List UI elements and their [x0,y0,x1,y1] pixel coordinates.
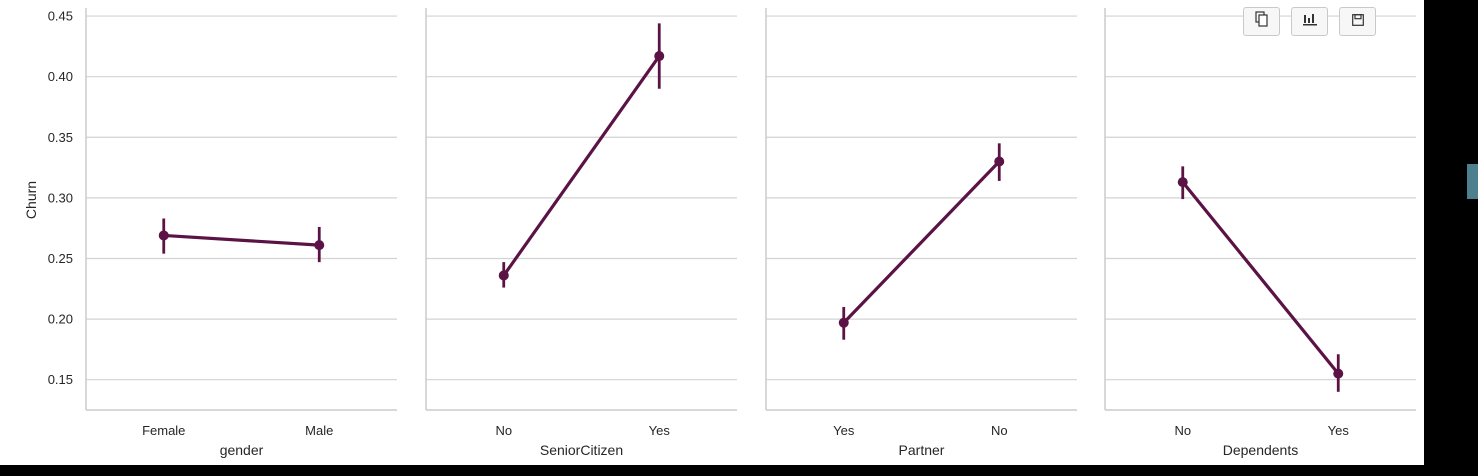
x-tick-label: Female [142,423,185,438]
data-point [314,240,325,251]
x-tick-label: Yes [833,423,855,438]
data-point [994,156,1005,167]
x-tick-label: No [495,423,512,438]
y-tick-label: 0.35 [48,130,73,145]
series-line [163,233,320,247]
y-tick-label: 0.30 [48,190,73,205]
y-tick-label: 0.45 [48,9,73,24]
data-point [1333,368,1344,379]
facet-point-chart: 0.15 0.20 0.25 0.30 0.35 0.40 0.45 Churn Female M… [23,8,1416,458]
data-point [838,317,849,328]
data-point [498,270,509,281]
data-point [158,230,169,241]
chart-button[interactable] [1291,7,1328,36]
y-tick-label: 0.20 [48,312,73,327]
y-tick-label: 0.15 [48,372,73,387]
y-tick-label: 0.25 [48,251,73,266]
x-tick-label: Male [305,423,333,438]
series-line [842,160,1001,324]
y-tick-label: 0.40 [48,69,73,84]
x-tick-label: Yes [1328,423,1350,438]
x-axis-label: SeniorCitizen [540,442,623,458]
x-tick-label: Yes [649,423,671,438]
x-tick-label: No [1174,423,1191,438]
side-panel-tab[interactable] [1467,164,1478,199]
bar-chart-icon [1302,12,1317,31]
series-line [502,55,661,277]
save-icon [1351,13,1364,31]
copy-button[interactable] [1243,7,1280,36]
data-point [654,51,665,62]
x-axis-label: gender [220,442,264,458]
chart-canvas: 0.15 0.20 0.25 0.30 0.35 0.40 0.45 Churn Female M… [0,0,1424,465]
x-axis-label: Partner [899,442,945,458]
x-tick-label: No [991,423,1008,438]
series-line [1181,181,1340,375]
x-axis-label: Dependents [1223,442,1299,458]
save-button[interactable] [1339,7,1376,36]
chart-toolbar [1243,7,1376,36]
copy-icon [1254,11,1269,32]
data-point [1177,177,1188,188]
y-axis-label: Churn [23,181,39,219]
